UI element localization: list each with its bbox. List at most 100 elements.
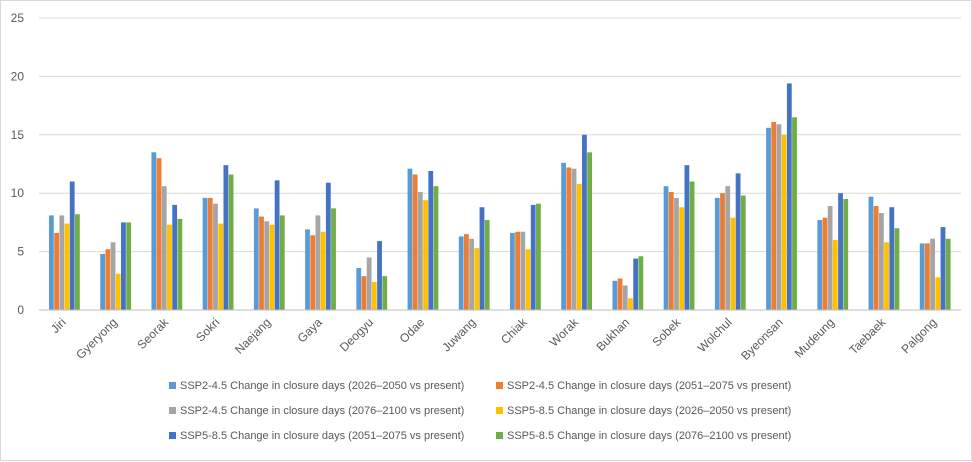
- bar-taebaek-series-4: [884, 242, 889, 310]
- bar-odae-series-1: [407, 168, 413, 310]
- bar-juwang-series-4: [474, 248, 480, 310]
- x-tick-label-seorak: Seorak: [134, 315, 171, 352]
- bar-sobek-series-5: [684, 165, 690, 310]
- x-tick-label-wolchul: Wolchul: [695, 315, 735, 355]
- legend-label-4: SSP5-8.5 Change in closure days (2026–20…: [507, 405, 791, 417]
- bar-jiri-series-6: [75, 214, 80, 310]
- y-tick-label: 0: [17, 303, 24, 317]
- legend-label-6: SSP5-8.5 Change in closure days (2076–21…: [507, 430, 791, 442]
- bar-mudeung-series-6: [843, 199, 849, 310]
- bar-taebaek-series-2: [873, 206, 879, 310]
- y-tick-label: 10: [11, 186, 25, 200]
- bar-gaya-series-5: [325, 182, 331, 310]
- legend-swatch-6: [496, 432, 503, 439]
- bar-gaya-series-6: [331, 208, 336, 310]
- bar-chiak-series-4: [525, 249, 531, 310]
- bar-seorak-series-3: [161, 186, 167, 310]
- bar-gyeryong-series-4: [115, 273, 121, 310]
- bar-seorak-series-6: [177, 218, 183, 310]
- bar-deogyu-series-2: [361, 276, 367, 310]
- bar-seorak-series-4: [167, 224, 172, 310]
- bar-sobek-series-2: [668, 192, 674, 310]
- bar-taebaek-series-1: [868, 196, 874, 310]
- x-tick-label-chiak: Chiak: [498, 315, 530, 347]
- bar-odae-series-3: [417, 192, 423, 310]
- x-tick-label-palgong: Palgong: [898, 315, 939, 356]
- x-tick-label-naejang: Naejang: [232, 315, 274, 357]
- bar-byeonsan-series-4: [781, 134, 787, 310]
- bar-wolchul-series-2: [720, 193, 725, 310]
- x-tick-label-juwang: Juwang: [439, 315, 478, 354]
- bar-mudeung-series-4: [832, 239, 838, 310]
- bar-bukhan-series-4: [628, 298, 633, 310]
- bar-palgong-series-5: [940, 227, 946, 310]
- x-tick-label-deogyu: Deogyu: [337, 315, 376, 354]
- x-tick-label-jiri: Jiri: [48, 315, 69, 336]
- bar-chiak-series-2: [515, 231, 521, 310]
- bar-byeonsan-series-6: [792, 117, 797, 310]
- bar-palgong-series-4: [935, 277, 941, 310]
- bar-worak-series-5: [582, 134, 587, 310]
- bar-jiri-series-3: [59, 215, 65, 310]
- bar-mudeung-series-5: [838, 193, 843, 310]
- bar-deogyu-series-6: [382, 276, 388, 310]
- x-tick-label-worak: Worak: [547, 315, 582, 350]
- bar-palgong-series-1: [919, 243, 925, 310]
- bar-palgong-series-3: [930, 238, 935, 310]
- bar-sokri-series-6: [228, 174, 234, 310]
- bar-worak-series-4: [576, 183, 582, 310]
- x-tick-label-sobek: Sobek: [649, 315, 684, 350]
- x-tick-label-odae: Odae: [397, 315, 428, 346]
- x-tick-label-gaya: Gaya: [295, 315, 325, 345]
- bar-seorak-series-2: [156, 158, 162, 310]
- bar-mudeung-series-2: [822, 217, 828, 310]
- bar-byeonsan-series-1: [766, 127, 771, 311]
- bar-naejang-series-3: [264, 221, 270, 310]
- bar-naejang-series-4: [269, 224, 275, 310]
- bar-bukhan-series-3: [622, 285, 628, 310]
- bar-sobek-series-4: [679, 207, 685, 310]
- legend-swatch-4: [496, 407, 503, 414]
- y-tick-label: 25: [11, 11, 25, 25]
- bar-sobek-series-1: [663, 186, 669, 310]
- bar-worak-series-3: [571, 168, 577, 310]
- bar-wolchul-series-3: [725, 186, 731, 310]
- x-tick-label-bukhan: Bukhan: [593, 315, 632, 354]
- bar-bukhan-series-6: [638, 256, 644, 310]
- x-tick-label-gyeryong: Gyeryong: [73, 315, 120, 362]
- bar-byeonsan-series-2: [771, 121, 777, 311]
- bar-gyeryong-series-2: [105, 249, 111, 310]
- bar-palgong-series-6: [945, 238, 951, 310]
- bar-taebaek-series-5: [889, 207, 895, 310]
- bar-sokri-series-3: [213, 203, 218, 310]
- bar-deogyu-series-3: [366, 257, 372, 310]
- bar-gyeryong-series-5: [121, 222, 126, 310]
- bar-mudeung-series-3: [827, 206, 833, 310]
- legend-swatch-3: [169, 407, 176, 414]
- bar-jiri-series-2: [54, 232, 60, 310]
- bar-bukhan-series-2: [617, 278, 623, 310]
- bar-deogyu-series-1: [356, 267, 362, 310]
- bar-naejang-series-6: [279, 215, 285, 310]
- bar-seorak-series-1: [151, 152, 157, 310]
- bar-odae-series-5: [428, 171, 434, 310]
- bar-chiak-series-6: [536, 203, 541, 310]
- bar-odae-series-4: [423, 200, 428, 310]
- bar-worak-series-1: [561, 162, 567, 310]
- bar-worak-series-6: [587, 152, 593, 310]
- bar-chiak-series-3: [520, 231, 526, 310]
- bar-wolchul-series-4: [730, 217, 736, 310]
- bar-deogyu-series-5: [377, 241, 382, 310]
- bar-odae-series-6: [433, 186, 439, 310]
- y-axis-ticks: 0 5 10 15 20 25: [11, 11, 25, 317]
- bars: [49, 83, 951, 311]
- bar-naejang-series-1: [253, 208, 259, 310]
- bar-bukhan-series-1: [612, 280, 618, 310]
- y-tick-label: 20: [11, 69, 25, 83]
- bar-gaya-series-2: [310, 235, 316, 310]
- legend-swatch-2: [496, 382, 503, 389]
- bar-mudeung-series-1: [817, 220, 823, 310]
- x-tick-label-taebaek: Taebaek: [846, 315, 889, 358]
- bar-sobek-series-6: [689, 181, 695, 310]
